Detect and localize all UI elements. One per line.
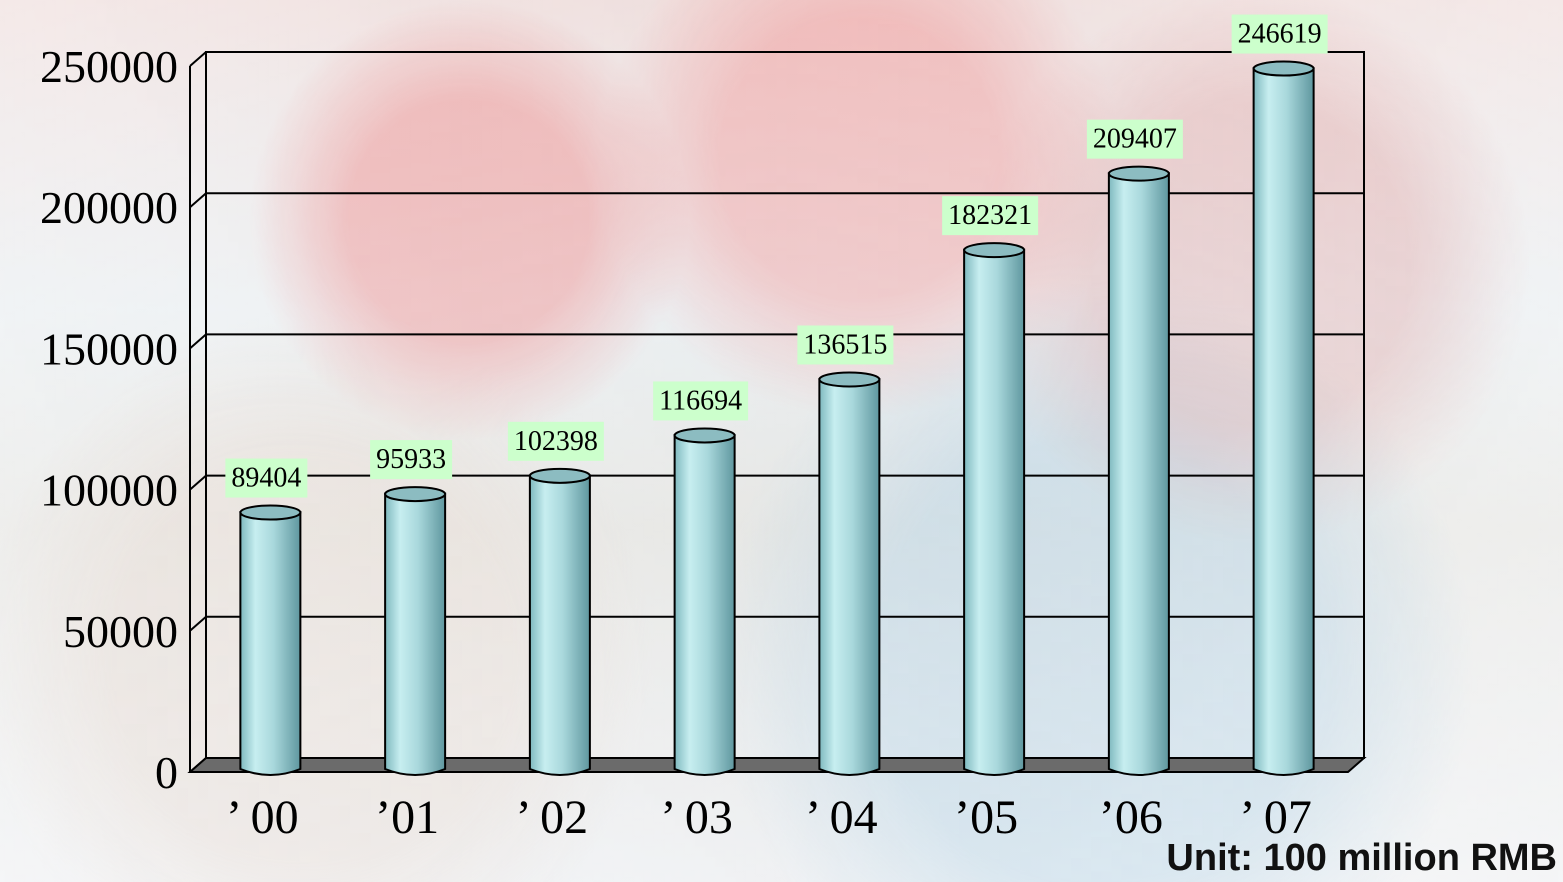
x-tick-label: ’06 bbox=[1099, 791, 1163, 844]
bar-top bbox=[1252, 60, 1315, 77]
unit-label: Unit: 100 million RMB bbox=[1166, 837, 1557, 879]
x-tick-label: ’05 bbox=[954, 791, 1018, 844]
x-tick-label: ’ 00 bbox=[226, 791, 298, 844]
data-label: 95933 bbox=[376, 444, 446, 475]
data-label-box bbox=[1086, 119, 1183, 159]
data-label: 116694 bbox=[659, 385, 742, 416]
y-tick bbox=[189, 192, 207, 208]
bar bbox=[239, 511, 302, 776]
data-label-box bbox=[1231, 14, 1328, 54]
bar-top bbox=[239, 504, 302, 521]
data-label-box bbox=[797, 325, 894, 365]
bar-top bbox=[963, 242, 1026, 259]
bar bbox=[963, 248, 1026, 776]
y-tick bbox=[189, 51, 207, 67]
y-tick-label: 250000 bbox=[40, 41, 178, 92]
y-tick-label: 100000 bbox=[40, 465, 178, 516]
bar-top bbox=[384, 486, 447, 503]
plot-area: 0 50000 100000 150000 200000 250000 ’ 00 89404 ’… bbox=[40, 14, 1367, 844]
x-tick-label: ’01 bbox=[375, 791, 439, 844]
bar bbox=[528, 474, 591, 776]
y-tick bbox=[189, 474, 207, 491]
data-label: 136515 bbox=[803, 329, 887, 360]
y-tick-label: 200000 bbox=[40, 182, 178, 233]
data-label-box bbox=[225, 458, 308, 498]
data-label: 89404 bbox=[231, 463, 301, 494]
data-label-box bbox=[653, 381, 749, 421]
x-tick-label: ’ 02 bbox=[516, 791, 588, 844]
bar bbox=[1107, 172, 1170, 776]
y-tick bbox=[189, 616, 207, 632]
x-tick-label: ’ 03 bbox=[660, 791, 732, 844]
data-label: 246619 bbox=[1238, 19, 1322, 50]
plot-frame bbox=[205, 51, 1365, 759]
bar-top bbox=[673, 427, 736, 444]
data-label-box bbox=[507, 421, 604, 461]
bar bbox=[673, 433, 736, 776]
bar-top bbox=[528, 467, 591, 484]
floor bbox=[187, 757, 1367, 773]
y-tick bbox=[189, 333, 207, 350]
x-tick-label: ’ 07 bbox=[1239, 791, 1311, 844]
y-tick-label: 50000 bbox=[63, 606, 178, 657]
bar-top bbox=[1107, 165, 1170, 182]
y-tick-label: 150000 bbox=[40, 323, 178, 374]
data-label-box bbox=[942, 196, 1039, 236]
data-label: 102398 bbox=[514, 426, 598, 457]
data-label-box bbox=[370, 440, 453, 480]
y-tick-label: 0 bbox=[155, 747, 178, 798]
bar-top bbox=[818, 371, 881, 388]
data-label: 182321 bbox=[948, 200, 1032, 231]
bar bbox=[818, 378, 881, 776]
bar bbox=[1252, 67, 1315, 776]
x-tick-label: ’ 04 bbox=[805, 791, 877, 844]
data-label: 209407 bbox=[1093, 124, 1177, 155]
bar bbox=[384, 492, 447, 776]
